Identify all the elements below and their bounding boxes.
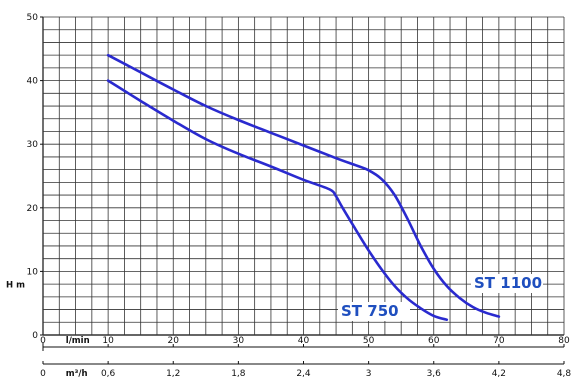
grid: [42, 16, 565, 336]
y-tick-label: 10: [27, 267, 39, 277]
series-label-st-750: ST 750: [341, 302, 399, 320]
x-tick-label-primary: 20: [168, 336, 180, 346]
x-axis-primary-unit: l/min: [66, 336, 90, 346]
x-tick-label-primary: 40: [298, 336, 310, 346]
x-tick-label-secondary: 4,8: [557, 369, 571, 379]
y-axis-label: H m: [6, 280, 25, 290]
y-tick-label: 0: [32, 331, 38, 341]
x-tick-label-secondary: 2,4: [296, 369, 311, 379]
y-tick-label: 40: [27, 77, 39, 87]
curves: [106, 53, 501, 321]
x-tick-label-primary: 10: [102, 336, 114, 346]
y-tick-label: 30: [27, 140, 39, 150]
x-tick-label-primary: 0: [40, 336, 46, 346]
x-tick-label-secondary: 4,2: [492, 369, 506, 379]
x-tick-label-secondary: 0,6: [101, 369, 116, 379]
x-tick-label-primary: 80: [558, 336, 570, 346]
x-tick-label-secondary: 1,8: [231, 369, 246, 379]
series-line-st-750: [106, 79, 449, 321]
labels: ST 1100 ST 750: [338, 274, 543, 321]
x-axis-secondary-unit: m³/h: [66, 369, 88, 379]
x-tick-label-secondary: 1,2: [166, 369, 180, 379]
y-tick-label: 20: [27, 204, 39, 214]
series-label-bg-st-1100: [471, 274, 543, 293]
x-tick-label-primary: 30: [233, 336, 245, 346]
series-label-st-1100: ST 1100: [474, 274, 542, 292]
x-tick-label-primary: 70: [493, 336, 505, 346]
y-tick-label: 50: [27, 13, 39, 23]
x-tick-label-primary: 60: [428, 336, 440, 346]
series-label-bg-st-750: [338, 302, 410, 321]
x-tick-label-secondary: 0: [40, 369, 46, 379]
x-tick-label-primary: 50: [363, 336, 375, 346]
x-tick-label-secondary: 3: [366, 369, 372, 379]
x-tick-label-secondary: 3,6: [427, 369, 442, 379]
series-line-st-1100: [106, 53, 501, 318]
